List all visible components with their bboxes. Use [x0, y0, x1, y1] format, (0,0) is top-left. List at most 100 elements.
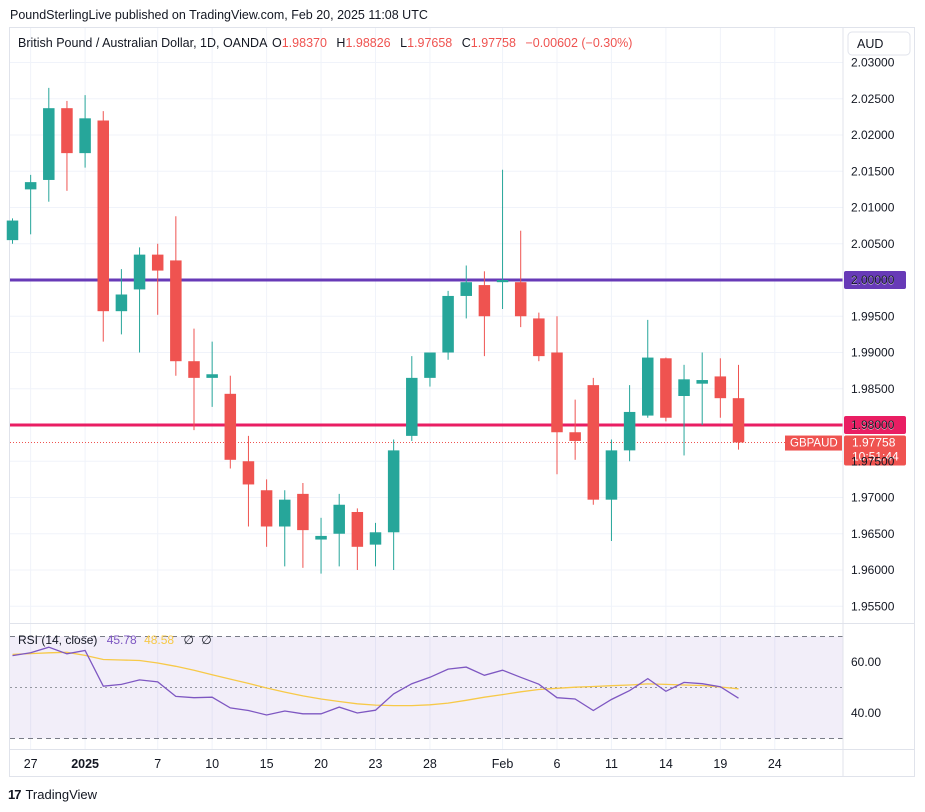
- tradingview-logo-icon: 17: [8, 787, 22, 802]
- currency-button[interactable]: [847, 31, 911, 56]
- rsi-background: [10, 636, 843, 739]
- purple-level-tag: [844, 271, 906, 289]
- currency-label: AUD: [857, 37, 883, 51]
- price-tick-label: 1.99500: [851, 309, 895, 323]
- rsi-na-1: ∅: [183, 633, 193, 647]
- countdown-label: 10:51:44: [852, 450, 899, 464]
- candle-down: [714, 376, 727, 399]
- axes: 1.95500 1.96000 1.96500 1.97000 1.97500 1.980…: [9, 27, 915, 777]
- svg-text:O1.98370 H1.98826 L1.9: O1.98370 H1.98826 L1.97658 C1.97758 −0.0…: [272, 36, 632, 50]
- legend-c-label: C: [462, 36, 471, 50]
- candle-up: [206, 374, 218, 378]
- legend-high: 1.98826: [345, 36, 390, 50]
- legend-symbol: British Pound / Australian Dollar, 1D, O…: [18, 36, 268, 50]
- price-tick-label: 1.98000: [851, 418, 895, 432]
- candle-down: [533, 318, 545, 357]
- candle-up: [460, 282, 472, 296]
- legend-close: 1.97758: [471, 36, 516, 50]
- candle-down: [660, 358, 672, 418]
- price-tick-label: 2.01500: [851, 164, 895, 178]
- candle-down: [514, 282, 527, 317]
- candle-down: [297, 493, 309, 531]
- candle-down: [587, 385, 600, 500]
- candle-down: [569, 432, 581, 441]
- candle-down: [97, 120, 109, 312]
- candle-up: [369, 532, 382, 545]
- time-tick-label: 7: [154, 757, 161, 771]
- candle-up: [496, 280, 509, 283]
- time-tick-label: 20: [314, 757, 328, 771]
- candle-up: [79, 118, 91, 154]
- time-tick-label: 10: [205, 757, 219, 771]
- candle-up: [406, 377, 418, 436]
- purple-level-label: 2.00000: [851, 274, 895, 288]
- legend-h-label: H: [336, 36, 345, 50]
- price-tick-label: 1.96500: [851, 527, 895, 541]
- price-tick-label: 2.01000: [851, 201, 895, 215]
- candle-down: [242, 461, 255, 485]
- candle-down: [61, 108, 73, 154]
- time-tick-label: 15: [260, 757, 274, 771]
- price-tick-label: 2.00500: [851, 237, 895, 251]
- time-tick-label: 19: [713, 757, 727, 771]
- time-tick-label: 28: [423, 757, 437, 771]
- rsi-tick-label: 60.00: [851, 655, 881, 669]
- time-tick-label: 27: [24, 757, 38, 771]
- candle-down: [351, 512, 364, 547]
- price-tick-label: 1.97500: [851, 454, 895, 468]
- red-level-tag: [844, 416, 906, 434]
- rsi-lines: [12, 646, 739, 716]
- price-tick-label: 1.97000: [851, 491, 895, 505]
- price-tick-label: 2.03000: [851, 56, 895, 70]
- rsi-ma-line: [12, 651, 739, 707]
- footer: 17 TradingView: [8, 787, 97, 802]
- price-tick-label: 2.02000: [851, 128, 895, 142]
- chart-frame: [9, 27, 915, 777]
- legend-o-label: O: [272, 36, 282, 50]
- time-tick-label: 14: [659, 757, 673, 771]
- time-tick-label: 2025: [71, 757, 99, 771]
- time-tick-label: 11: [605, 757, 618, 771]
- price-tick-label: 1.95500: [851, 599, 895, 613]
- candle-up: [642, 357, 654, 416]
- publisher-header: PoundSterlingLive published on TradingVi…: [10, 8, 428, 22]
- candle-up: [696, 380, 708, 384]
- candle-up: [623, 411, 636, 451]
- price-tick-label: 1.98500: [851, 382, 895, 396]
- rsi-ma-value: 48.58: [144, 633, 174, 647]
- candle-down: [188, 361, 200, 378]
- price-tick-label: 2.02500: [851, 92, 895, 106]
- candle-up: [43, 108, 55, 180]
- candle-down: [732, 398, 745, 443]
- candle-up: [133, 254, 146, 290]
- last-price-tag: [844, 435, 906, 466]
- rsi-tick-label: 40.00: [851, 706, 881, 720]
- rsi-value: 45.78: [107, 633, 137, 647]
- candle-down: [551, 352, 563, 433]
- candle-up: [315, 535, 327, 540]
- time-tick-label: 6: [554, 757, 561, 771]
- candle-up: [605, 450, 618, 500]
- candle-up: [6, 220, 19, 241]
- symbol-tag: [785, 435, 842, 451]
- candle-down: [170, 260, 182, 362]
- rsi-title: RSI (14, close): [18, 633, 97, 647]
- candle-up: [333, 504, 345, 534]
- legend-low: 1.97658: [407, 36, 452, 50]
- price-tick-label: 2.00000: [851, 273, 895, 287]
- rsi-na-2: ∅: [201, 633, 211, 647]
- legend-open: 1.98370: [282, 36, 327, 50]
- candle-down: [151, 254, 164, 271]
- candle-down: [260, 490, 273, 527]
- candle-up: [678, 379, 690, 396]
- brand-label: TradingView: [25, 787, 98, 802]
- candle-up: [115, 294, 128, 312]
- time-tick-label: 23: [369, 757, 383, 771]
- svg-text:RSI (14, close) 45.78: RSI (14, close) 45.78 48.58 ∅ ∅: [18, 633, 212, 647]
- red-level-label: 1.98000: [851, 419, 895, 433]
- time-tick-label: Feb: [492, 757, 514, 771]
- last-price-label: 1.97758: [852, 436, 896, 450]
- legend-l-label: L: [400, 36, 407, 50]
